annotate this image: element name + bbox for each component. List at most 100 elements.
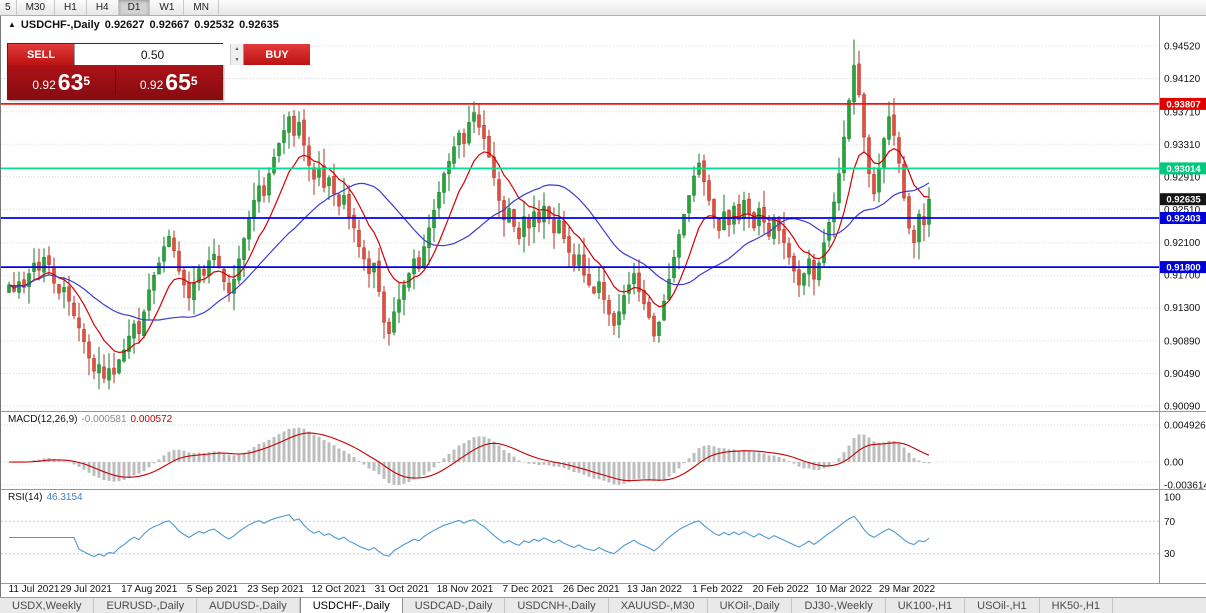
price-tick-label: 0.91700: [1164, 271, 1201, 282]
ohlc-high: 0.92667: [149, 19, 190, 31]
symbol-header: ▲ USDCHF-,Daily 0.92627 0.92667 0.92532 0.926…: [8, 19, 284, 31]
date-label: 12 Oct 2021: [311, 584, 366, 595]
macd-signal-line: [8, 432, 930, 482]
bid-price-prefix: 0.92: [32, 78, 56, 92]
rsi-axis-label: 70: [1164, 517, 1176, 528]
quote-divider: [114, 69, 116, 95]
chart-tab-uk100-h1[interactable]: UK100-,H1: [886, 598, 966, 613]
bid-price[interactable]: 0.92 63 5: [8, 68, 115, 95]
date-label: 29 Mar 2022: [878, 584, 936, 595]
macd-indicator-label: MACD(12,26,9) -0.000581 0.000572: [8, 414, 176, 425]
pane-separator: [1, 583, 1206, 584]
svg-text:0.91800: 0.91800: [1166, 263, 1200, 274]
rsi-value: 46.3154: [46, 492, 83, 503]
macd-axis-label: 0.004926: [1164, 421, 1206, 432]
price-tag-0.93807: 0.93807: [1160, 97, 1206, 110]
rsi-pane[interactable]: 100 70 30: [1, 490, 1206, 583]
price-tag-0.92635: 0.92635: [1160, 193, 1206, 206]
buy-button[interactable]: BUY: [244, 44, 310, 65]
time-axis[interactable]: 11 Jul 2021 29 Jul 2021 17 Aug 2021 5 Sep 2…: [1, 584, 1159, 597]
price-tick-label: 0.92510: [1164, 205, 1201, 216]
chart-tab-usdchf-daily[interactable]: USDCHF-,Daily: [299, 598, 403, 613]
price-tick-label: 0.93710: [1164, 107, 1201, 118]
date-label: 29 Jul 2021: [60, 584, 112, 595]
price-pane[interactable]: 0.945200.941200.937100.933100.929100.925…: [1, 16, 1206, 411]
volume-decrease-button[interactable]: ▼: [231, 54, 243, 65]
price-tag-0.93014: 0.93014: [1160, 162, 1206, 175]
price-tag-0.92403: 0.92403: [1160, 212, 1206, 225]
pane-separator[interactable]: [1, 411, 1206, 412]
ohlc-open: 0.92627: [104, 19, 145, 31]
price-grid: [1, 45, 1159, 407]
chart-tab-bar: USDX,Weekly EURUSD-,Daily AUDUSD-,Daily USD…: [0, 597, 1206, 613]
chart-tab-usdcnh-daily[interactable]: USDCNH-,Daily: [505, 598, 609, 613]
pane-separator[interactable]: [1, 489, 1206, 490]
date-label: 18 Nov 2021: [436, 584, 494, 595]
price-tick-label: 0.90490: [1164, 369, 1201, 380]
date-label: 7 Dec 2021: [502, 584, 554, 595]
price-tick-label: 0.92910: [1164, 172, 1201, 183]
date-label: 1 Feb 2022: [692, 584, 743, 595]
volume-input[interactable]: [75, 44, 230, 65]
macd-pane[interactable]: 0.004926 0.00 -0.003614: [1, 412, 1206, 489]
ask-price[interactable]: 0.92 65 5: [116, 68, 223, 95]
chart-tab-dj30-weekly[interactable]: DJ30-,Weekly: [792, 598, 886, 613]
date-label: 10 Mar 2022: [815, 584, 872, 595]
chart-tab-audusd-daily[interactable]: AUDUSD-,Daily: [197, 598, 300, 613]
chart-area[interactable]: 0.94520 0.94120 0.93710 0.93310 0.92910 0.925…: [0, 16, 1206, 597]
rsi-name: RSI(14): [8, 492, 43, 503]
chart-tab-xauusd-m30[interactable]: XAUUSD-,M30: [609, 598, 708, 613]
volume-stepper: ▲ ▼: [74, 44, 244, 65]
ohlc-close: 0.92635: [239, 19, 279, 31]
timeframe-button-5[interactable]: 5: [0, 0, 17, 15]
rsi-indicator-label: RSI(14) 46.3154: [8, 492, 87, 503]
ma-slow-line: [8, 182, 930, 321]
timeframe-toolbar: 5 M30 H1 H4 D1 W1 MN: [0, 0, 1206, 16]
price-tick-label: 0.94120: [1164, 74, 1201, 85]
volume-increase-button[interactable]: ▲: [231, 44, 243, 55]
macd-main-value: -0.000581: [81, 414, 127, 425]
timeframe-button-mn[interactable]: MN: [184, 0, 219, 15]
timeframe-button-w1[interactable]: W1: [150, 0, 185, 15]
macd-axis-label: -0.003614: [1164, 481, 1206, 490]
timeframe-button-h4[interactable]: H4: [87, 0, 119, 15]
date-label: 23 Sep 2021: [247, 584, 304, 595]
svg-text:0.92635: 0.92635: [1166, 195, 1201, 206]
price-tick-label: 0.90090: [1164, 402, 1201, 412]
ask-price-big-digits: 65: [165, 68, 191, 95]
date-label: 26 Dec 2021: [562, 584, 620, 595]
bid-price-pip-digit: 5: [83, 73, 91, 88]
chart-tab-usoil-h1[interactable]: USOil-,H1: [965, 598, 1040, 613]
chart-tab-ukoil-daily[interactable]: UKOil-,Daily: [708, 598, 793, 613]
timeframe-button-h1[interactable]: H1: [55, 0, 87, 15]
chart-tab-usdx-weekly[interactable]: USDX,Weekly: [0, 598, 95, 613]
ask-price-pip-digit: 5: [190, 73, 198, 88]
rsi-axis-label: 30: [1164, 549, 1176, 560]
sell-button[interactable]: SELL: [8, 44, 74, 65]
chart-tab-usdcad-daily[interactable]: USDCAD-,Daily: [403, 598, 506, 613]
price-axis-border: [1159, 16, 1160, 583]
macd-axis-label: 0.00: [1164, 458, 1184, 469]
date-label: 13 Jan 2022: [626, 584, 682, 595]
price-tick-label: 0.93310: [1164, 140, 1201, 151]
price-tag-0.91800: 0.91800: [1160, 261, 1206, 274]
price-axis: 0.94520 0.94120 0.93710 0.93310 0.92910 0.925…: [1164, 42, 1201, 412]
bid-price-big-digits: 63: [57, 68, 84, 95]
chart-tab-eurusd-daily[interactable]: EURUSD-,Daily: [94, 598, 198, 613]
chart-tab-hk50-h1[interactable]: HK50-,H1: [1040, 598, 1113, 613]
macd-signal-value: 0.000572: [130, 414, 173, 425]
ask-price-prefix: 0.92: [139, 78, 164, 92]
rsi-line: [9, 514, 930, 558]
date-label: 11 Jul 2021: [8, 584, 60, 595]
svg-text:0.93807: 0.93807: [1166, 99, 1200, 110]
ohlc-low: 0.92532: [194, 19, 235, 31]
candles-layer: [7, 39, 931, 390]
timeframe-button-d1[interactable]: D1: [118, 0, 151, 15]
tick-up-icon: ▲: [8, 20, 16, 29]
date-label: 31 Oct 2021: [374, 584, 430, 595]
timeframe-button-m30[interactable]: M30: [17, 0, 56, 15]
price-tick-label: 0.92100: [1164, 238, 1201, 249]
svg-text:0.93014: 0.93014: [1166, 164, 1201, 175]
macd-name: MACD(12,26,9): [8, 414, 78, 425]
